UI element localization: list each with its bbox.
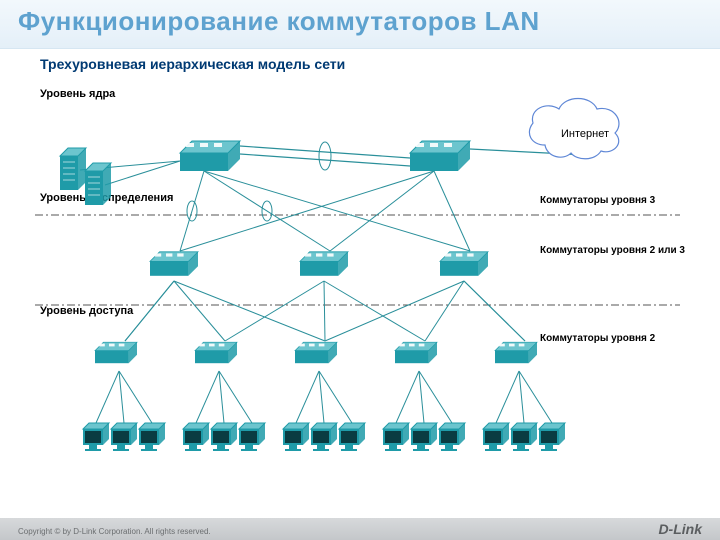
pc-icon	[139, 423, 165, 451]
edges	[80, 146, 585, 423]
switch-icon	[410, 141, 470, 171]
pc-icon	[383, 423, 409, 451]
pc-icon	[111, 423, 137, 451]
switch-icon	[440, 252, 488, 276]
switch-icon	[495, 342, 537, 363]
pc-icon	[239, 423, 265, 451]
slide-title: Функционирование коммутаторов LAN	[18, 6, 540, 37]
pc-icon	[83, 423, 109, 451]
svg-text:Интернет: Интернет	[561, 128, 609, 140]
server-icon	[85, 163, 111, 205]
switch-icon	[300, 252, 348, 276]
network-diagram: Интернет	[0, 50, 720, 520]
pc-icon	[539, 423, 565, 451]
switch-icon	[295, 342, 337, 363]
pc-icon	[211, 423, 237, 451]
switch-icon	[195, 342, 237, 363]
pc-icon	[411, 423, 437, 451]
nodes: Интернет	[60, 99, 619, 452]
pc-icon	[339, 423, 365, 451]
pc-icon	[439, 423, 465, 451]
switch-icon	[180, 141, 240, 171]
switch-icon	[95, 342, 137, 363]
dlink-logo: D-Link	[658, 521, 702, 537]
pc-icon	[311, 423, 337, 451]
pc-icon	[183, 423, 209, 451]
pc-icon	[283, 423, 309, 451]
switch-icon	[150, 252, 198, 276]
server-icon	[60, 148, 86, 190]
switch-icon	[395, 342, 437, 363]
pc-icon	[483, 423, 509, 451]
cloud-icon: Интернет	[529, 99, 619, 159]
pc-icon	[511, 423, 537, 451]
copyright-text: Copyright © by D-Link Corporation. All r…	[18, 527, 211, 536]
